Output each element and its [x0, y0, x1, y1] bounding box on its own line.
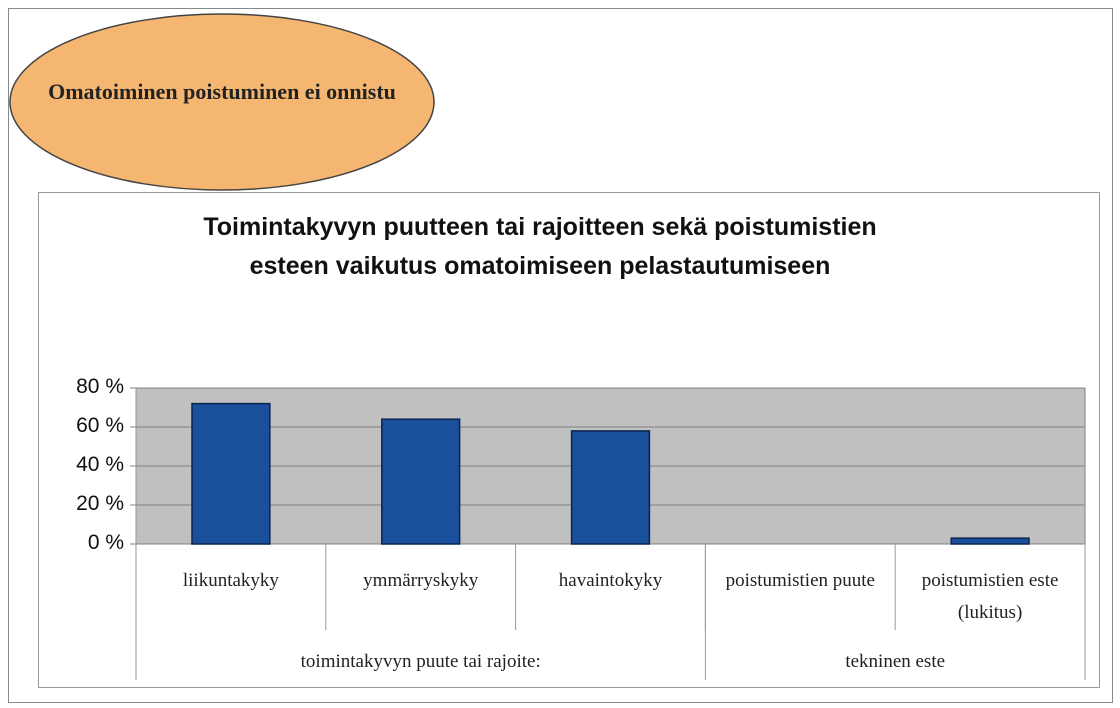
frame: [8, 8, 1113, 703]
bar: [381, 418, 461, 545]
annotation: Omatoiminen poistuminen ei onnistu: [48, 79, 396, 104]
y-tick-label: 20 %: [76, 492, 124, 515]
y-tick-label: 80 %: [76, 375, 124, 398]
x-tick-label: liikuntakyky: [182, 570, 279, 591]
y-tick-label: 0 %: [87, 531, 124, 554]
bar: [950, 537, 1030, 545]
chart-title: Toimintakyvyn puutteen tai rajoitteen se…: [203, 213, 877, 280]
x-tick-label: poistumistien puute: [725, 570, 875, 591]
x-tick-label: ymmärryskyky: [363, 570, 479, 591]
x-tick-label: poistumistien este (lukitus): [921, 570, 1059, 623]
bar: [570, 430, 651, 545]
y-tick-label: 40 %: [76, 453, 124, 476]
group-label: tekninen este: [845, 651, 946, 672]
bar: [191, 402, 271, 545]
group-label: toimintakyvyn puute tai rajoite:: [300, 651, 541, 672]
oval: [9, 13, 435, 191]
x-tick-label: havaintokyky: [558, 570, 663, 591]
y-tick-label: 60 %: [76, 414, 124, 437]
